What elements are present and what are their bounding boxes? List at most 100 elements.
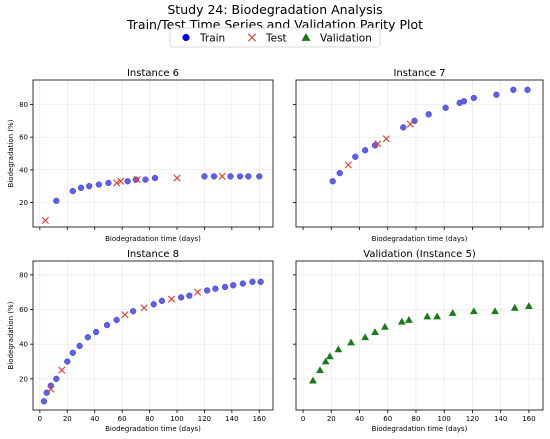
point-test <box>140 304 148 312</box>
point-train <box>411 117 418 124</box>
point-train <box>470 94 477 102</box>
point-test <box>406 120 414 128</box>
point-train <box>400 124 407 131</box>
point-train <box>239 280 246 287</box>
series-train <box>53 173 263 205</box>
panel-1: 20 40 60 80 Instance 6 Biodegradation time (d… <box>7 68 274 243</box>
point-train <box>362 147 369 154</box>
x-tick-label: 80 <box>145 415 154 423</box>
point-train <box>142 176 149 183</box>
y-axis-label: Biodegradation (%) <box>7 119 15 187</box>
point-test <box>117 177 125 185</box>
x-axis-label: Biodegradation time (days) <box>372 235 468 243</box>
point-train <box>77 184 85 191</box>
point-validation <box>371 328 379 335</box>
point-train <box>425 111 432 118</box>
point-test <box>133 176 141 184</box>
x-tick-label: 140 <box>494 415 507 423</box>
x-axis-label: Biodegradation time (days) <box>372 425 468 433</box>
legend-marker-validation <box>301 33 311 41</box>
point-train <box>177 294 185 301</box>
legend: Train Test Validation <box>169 27 381 48</box>
x-tick-label: 20 <box>63 415 72 423</box>
point-validation <box>309 376 317 384</box>
point-train <box>69 349 76 356</box>
point-train <box>352 153 359 160</box>
panel-title: Instance 7 <box>393 68 445 79</box>
x-tick-label: 120 <box>466 415 479 423</box>
x-tick-label: 20 <box>327 415 336 423</box>
x-tick-label: 100 <box>438 415 451 423</box>
point-validation <box>524 302 533 309</box>
point-train <box>69 187 76 195</box>
point-test <box>382 135 390 143</box>
panel-title: Validation (Instance 5) <box>363 249 476 260</box>
point-test <box>41 216 49 225</box>
point-train <box>92 328 100 336</box>
point-test <box>113 179 121 187</box>
figure-title: Study 24: Biodegradation Analysis <box>167 2 382 17</box>
point-validation <box>325 352 334 360</box>
point-train <box>210 173 218 180</box>
y-tick-label: 20 <box>19 199 28 207</box>
legend-label-validation: Validation <box>320 33 372 45</box>
point-train <box>230 282 237 289</box>
chart-panels: 20 40 60 80 Instance 6 Biodegradation time (d… <box>7 68 544 433</box>
point-train <box>132 176 140 183</box>
point-train <box>64 358 71 365</box>
point-validation <box>347 338 355 346</box>
point-test <box>47 385 55 393</box>
point-train <box>76 342 83 350</box>
point-validation <box>448 309 457 316</box>
series-test <box>47 288 202 393</box>
x-tick-label: 0 <box>38 415 42 423</box>
point-train <box>151 174 159 182</box>
point-train <box>84 334 92 341</box>
panel-title: Instance 6 <box>127 68 179 79</box>
point-validation <box>469 307 478 315</box>
point-validation <box>321 357 330 365</box>
point-validation <box>316 366 324 374</box>
series-train <box>329 86 531 185</box>
x-tick-label: 120 <box>198 415 211 423</box>
point-train <box>442 104 449 111</box>
x-axis-label: Biodegradation time (days) <box>105 425 201 433</box>
point-validation <box>405 316 413 323</box>
panel-3: 0 20 40 60 80 100 120 140 160 20 40 60 80 Instance 8 B… <box>7 249 274 433</box>
point-train <box>105 179 112 187</box>
x-tick-label: 40 <box>90 415 99 423</box>
point-train <box>129 308 137 315</box>
point-validation <box>361 333 370 341</box>
panel-2: Instance 7 Biodegradation time (days) <box>293 68 544 243</box>
point-train <box>510 86 517 93</box>
point-train <box>221 283 229 291</box>
plot-area <box>295 79 544 228</box>
point-test <box>193 288 202 296</box>
legend-marker-test <box>247 33 257 42</box>
x-tick-label: 40 <box>355 415 364 423</box>
x-tick-label: 60 <box>118 415 127 423</box>
point-validation <box>491 307 499 315</box>
point-train <box>201 173 208 180</box>
plot-area <box>32 79 274 228</box>
point-train <box>103 321 111 329</box>
point-validation <box>433 312 442 320</box>
x-tick-label: 80 <box>412 415 421 423</box>
point-validation <box>397 317 406 325</box>
point-train <box>524 86 531 93</box>
y-tick-label: 80 <box>19 271 28 279</box>
point-train <box>329 178 336 185</box>
x-axis-label: Biodegradation time (days) <box>105 235 201 243</box>
legend-label-test: Test <box>265 33 287 45</box>
series-train <box>40 278 264 405</box>
point-train <box>150 301 157 308</box>
point-train <box>236 173 244 180</box>
point-train <box>86 183 93 190</box>
x-tick-label: 0 <box>301 415 305 423</box>
point-test <box>344 161 352 169</box>
x-tick-label: 160 <box>522 415 535 423</box>
point-train <box>460 98 468 105</box>
point-validation <box>334 345 343 353</box>
point-train <box>113 316 120 324</box>
